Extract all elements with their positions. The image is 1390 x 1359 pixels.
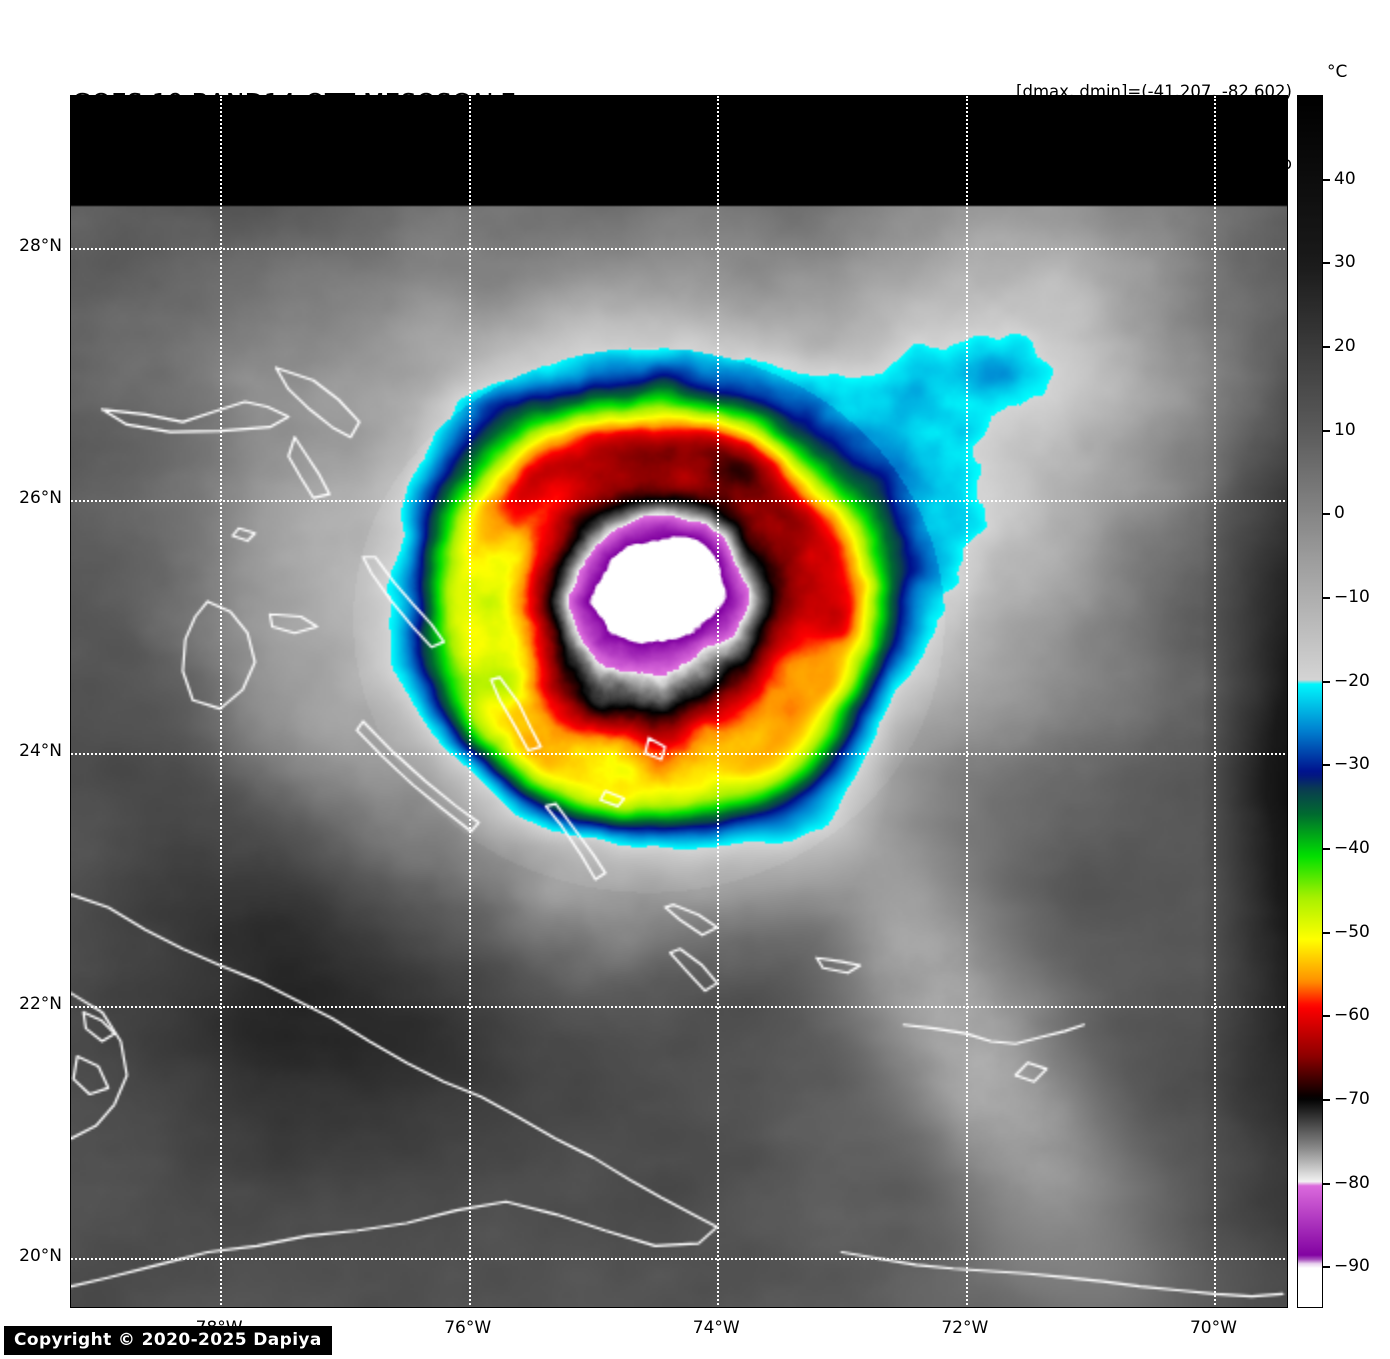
gridline-lon-76°W xyxy=(468,96,471,1307)
colorbar-tickmark xyxy=(1323,931,1330,934)
colorbar-tickmark xyxy=(1323,847,1330,850)
xtick-label: 70°W xyxy=(1189,1318,1237,1338)
colorbar xyxy=(1297,95,1323,1308)
colorbar-tick-label: 30 xyxy=(1334,252,1356,273)
ytick-label-text: 28°N xyxy=(19,235,62,256)
colorbar-tickmark xyxy=(1323,345,1330,348)
colorbar-tick-label: −80 xyxy=(1334,1172,1370,1193)
copyright-badge: Copyright © 2020-2025 Dapiya xyxy=(4,1326,332,1355)
colorbar-unit-label: °C xyxy=(1327,62,1348,82)
colorbar-tick-label: −30 xyxy=(1334,754,1370,775)
xtick-label: 76°W xyxy=(444,1318,492,1338)
colorbar-tickmark xyxy=(1323,1098,1330,1101)
ytick-label-text: 26°N xyxy=(19,488,62,509)
colorbar-tickmark xyxy=(1323,429,1330,432)
xtick-label: 74°W xyxy=(692,1318,740,1338)
ytick-label-text: 24°N xyxy=(19,741,62,762)
colorbar-tickmark xyxy=(1323,680,1330,683)
colorbar-tick-label: −60 xyxy=(1334,1005,1370,1026)
colorbar-tick-label: 0 xyxy=(1334,503,1345,524)
colorbar-tickmark xyxy=(1323,513,1330,516)
satellite-image-panel[interactable] xyxy=(70,95,1288,1308)
colorbar-tickmark xyxy=(1323,596,1330,599)
gridline-lon-72°W xyxy=(965,96,968,1307)
colorbar-tick-label: −90 xyxy=(1334,1256,1370,1277)
colorbar-tickmark xyxy=(1323,178,1330,181)
colorbar-tick-label: −20 xyxy=(1334,670,1370,691)
ytick-label-text: 22°N xyxy=(19,993,62,1014)
gridline-lat-22°N xyxy=(71,1005,1287,1008)
colorbar-tick-label: −10 xyxy=(1334,586,1370,607)
gridline-lat-24°N xyxy=(71,753,1287,756)
ytick-label-text: 20°N xyxy=(19,1246,62,1267)
colorbar-tick-label: −70 xyxy=(1334,1088,1370,1109)
gridline-lon-78°W xyxy=(220,96,223,1307)
colorbar-tickmark xyxy=(1323,262,1330,265)
colorbar-tick-label: −40 xyxy=(1334,837,1370,858)
gridline-lat-20°N xyxy=(71,1258,1287,1261)
colorbar-tick-label: 20 xyxy=(1334,335,1356,356)
satellite-imagery xyxy=(71,96,1287,1307)
xtick-label: 72°W xyxy=(941,1318,989,1338)
gridline-lat-28°N xyxy=(71,247,1287,250)
colorbar-tick-label: 40 xyxy=(1334,168,1356,189)
no-data-band xyxy=(71,96,1287,201)
gridline-lat-26°N xyxy=(71,500,1287,503)
colorbar-tick-label: 10 xyxy=(1334,419,1356,440)
colorbar-tickmark xyxy=(1323,1015,1330,1018)
colorbar-tickmark xyxy=(1323,764,1330,767)
gridline-lon-74°W xyxy=(717,96,720,1307)
colorbar-tickmark xyxy=(1323,1266,1330,1269)
colorbar-gradient xyxy=(1298,96,1322,1307)
colorbar-tickmark xyxy=(1323,1182,1330,1185)
gridline-lon-70°W xyxy=(1214,96,1217,1307)
colorbar-tick-label: −50 xyxy=(1334,921,1370,942)
